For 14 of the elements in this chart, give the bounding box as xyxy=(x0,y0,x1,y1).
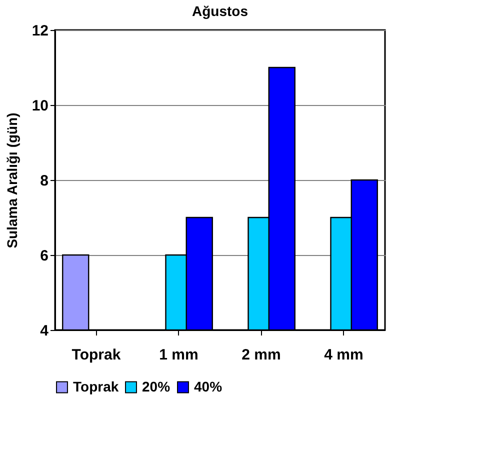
legend-label: Toprak xyxy=(73,378,119,394)
x-tick-label: 1 mm xyxy=(159,346,198,364)
legend-label: 40% xyxy=(194,378,223,394)
x-tick-label: 4 mm xyxy=(324,346,364,364)
x-tick-label: Toprak xyxy=(72,346,122,364)
y-tick-label: 12 xyxy=(32,22,48,40)
y-axis-title: Sulama Aralığı (gün) xyxy=(4,112,20,248)
y-tick-label: 4 xyxy=(40,322,50,340)
x-tick-label: 2 mm xyxy=(242,346,281,364)
y-tick-label: 6 xyxy=(40,248,48,264)
y-tick-label: 10 xyxy=(32,98,48,114)
chart-title: Ağustos xyxy=(192,3,248,19)
y-tick-label: 8 xyxy=(40,172,48,190)
legend-label: 20% xyxy=(142,378,171,394)
